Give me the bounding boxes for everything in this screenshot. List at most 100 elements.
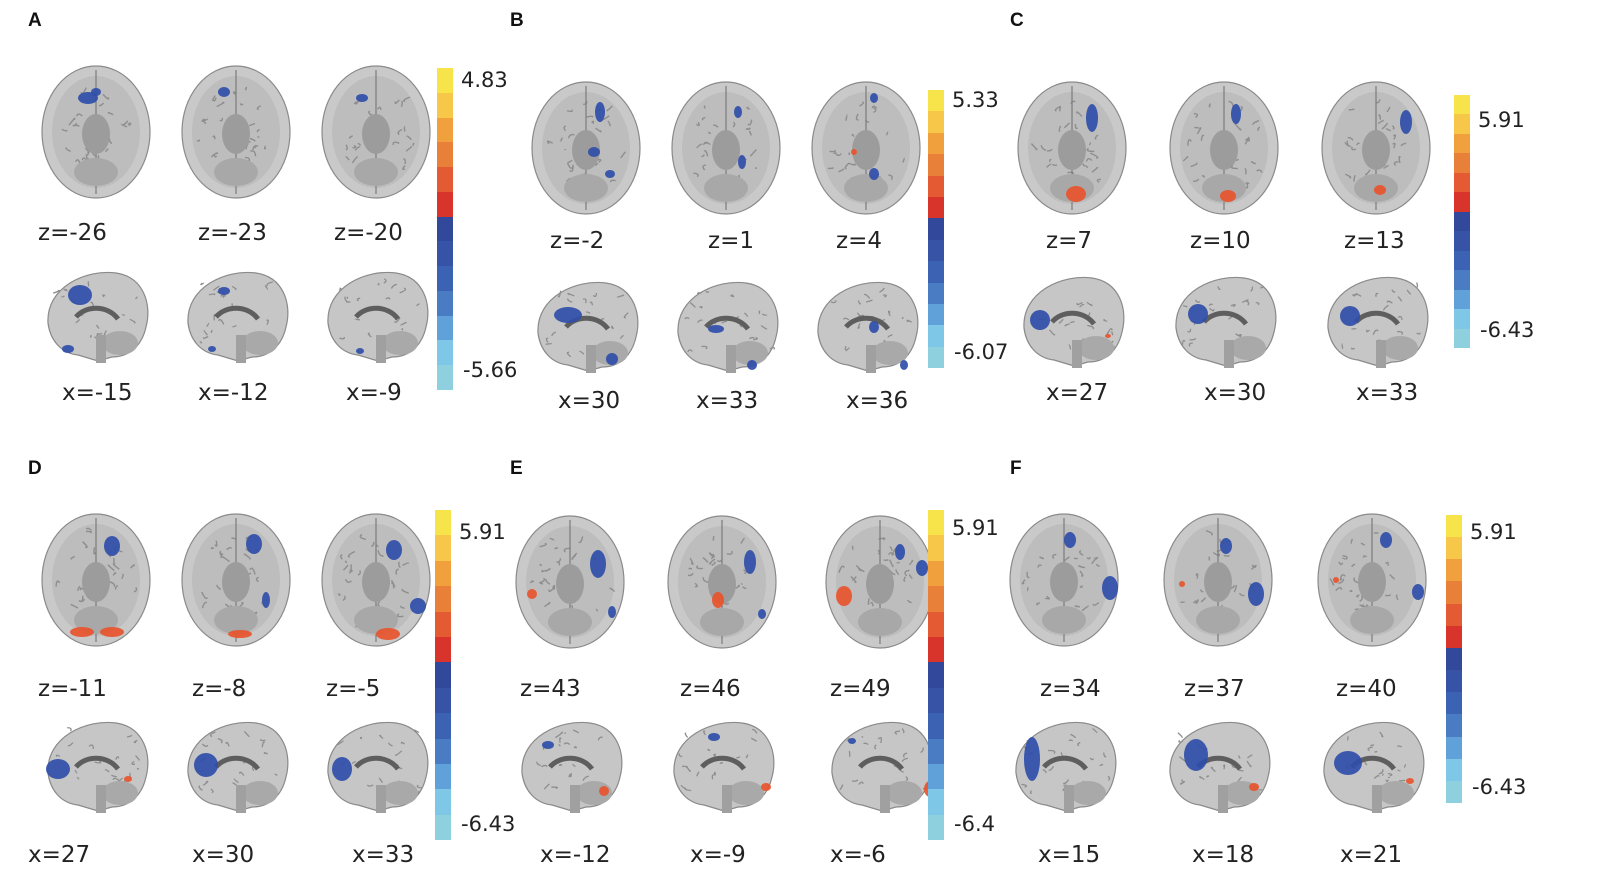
color-scale-step [928,535,944,561]
color-scale-step [437,191,453,217]
color-scale-bar [437,68,453,390]
axial-coordinate-label: z=4 [836,228,882,254]
axial-brain-slice [1317,513,1427,647]
sagittal-brain-slice [831,721,936,813]
scale-max-value: 5.91 [1478,108,1525,132]
color-scale-step [928,713,944,739]
axial-coordinate-label: z=43 [520,676,581,702]
scale-min-value: -5.66 [463,358,518,382]
color-scale-bar [928,90,944,369]
color-scale-step [435,510,451,536]
sagittal-brain-slice [673,721,775,813]
sagittal-brain-slice [1327,276,1429,368]
color-scale-step [437,340,453,366]
axial-brain-slice [1017,81,1127,215]
sagittal-coordinate-label: x=18 [1192,842,1255,868]
sagittal-coordinate-label: x=-15 [62,380,133,406]
scale-min-value: -6.07 [954,340,1009,364]
axial-brain-slice [531,81,641,215]
color-scale-step [435,636,451,663]
sagittal-coordinate-label: x=33 [1356,380,1419,406]
color-scale-step [1446,670,1462,693]
sagittal-coordinate-label: x=-9 [346,380,402,406]
color-scale-step [435,763,451,790]
color-scale-bar [928,510,944,841]
color-scale-bar [1454,95,1470,349]
sagittal-coordinate-label: x=30 [192,842,255,868]
color-scale-step [437,216,453,242]
color-scale-step [928,346,944,369]
axial-brain-slice [1009,513,1119,647]
color-scale-step [437,315,453,341]
color-scale-step [928,662,944,688]
color-scale-step [1446,559,1462,582]
axial-brain-slice [321,65,431,199]
sagittal-coordinate-label: x=-6 [830,842,886,868]
sagittal-coordinate-label: x=30 [1204,380,1267,406]
color-scale-step [928,763,944,790]
color-scale-step [928,611,944,637]
color-scale-step [928,175,944,197]
color-scale-step [1446,758,1462,781]
scale-min-value: -6.43 [1480,318,1535,342]
color-scale-step [928,239,944,262]
color-scale-step [1454,153,1470,173]
color-scale-step [1446,515,1462,538]
scale-max-value: 5.91 [459,520,506,544]
color-scale-step [437,365,453,390]
color-scale-step [928,738,944,764]
panel-label: C [1010,10,1024,31]
axial-brain-slice [181,65,291,199]
axial-brain-slice [811,81,921,215]
color-scale-step [435,586,451,612]
sagittal-coordinate-label: x=-9 [690,842,746,868]
sagittal-coordinate-label: x=-12 [198,380,269,406]
scale-max-value: 5.91 [1470,520,1517,544]
color-scale-step [928,218,944,240]
color-scale-step [928,510,944,536]
color-scale-step [1446,780,1462,804]
sagittal-brain-slice [817,281,919,373]
sagittal-brain-slice [537,281,639,373]
color-scale-step [1446,714,1462,737]
color-scale-step [1454,328,1470,349]
axial-coordinate-label: z=40 [1336,676,1397,702]
color-scale-step [928,154,944,176]
axial-brain-slice [515,515,625,649]
color-scale-step [928,814,944,841]
color-scale-step [435,687,451,714]
color-scale-step [435,611,451,637]
sagittal-brain-slice [187,721,289,813]
color-scale-step [928,303,944,326]
sagittal-coordinate-label: x=36 [846,388,909,414]
axial-brain-slice [671,81,781,215]
scale-min-value: -6.43 [461,812,516,836]
panel-label: E [510,458,523,479]
sagittal-coordinate-label: x=27 [1046,380,1109,406]
color-scale-step [928,636,944,663]
axial-brain-slice [41,65,151,199]
axial-coordinate-label: z=46 [680,676,741,702]
sagittal-brain-slice [1023,276,1125,368]
sagittal-brain-slice [327,721,429,813]
sagittal-brain-slice [1169,721,1271,813]
scale-max-value: 4.83 [461,68,508,92]
color-scale-step [1454,114,1470,134]
color-scale-step [1454,133,1470,154]
color-scale-step [437,92,453,118]
axial-coordinate-label: z=-8 [192,676,247,702]
axial-brain-slice [321,513,431,647]
sagittal-brain-slice [677,281,779,373]
axial-coordinate-label: z=49 [830,676,891,702]
axial-coordinate-label: z=34 [1040,676,1101,702]
color-scale-step [1446,736,1462,759]
color-scale-step [928,282,944,304]
color-scale-step [435,535,451,561]
color-scale-step [1454,250,1470,271]
axial-coordinate-label: z=-2 [550,228,605,254]
axial-coordinate-label: z=13 [1344,228,1405,254]
color-scale-step [437,290,453,316]
scale-min-value: -6.43 [1472,775,1527,799]
panel-label: F [1010,458,1022,479]
color-scale-step [928,325,944,347]
